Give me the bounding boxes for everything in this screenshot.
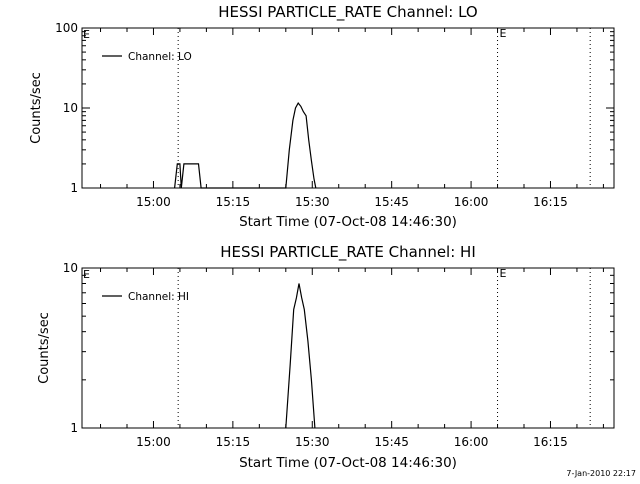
chart-1-x-tick-label: 15:45	[374, 195, 409, 209]
chart-2-y-axis-label: Counts/sec	[37, 312, 52, 384]
chart-1-legend-entry: Channel: LO	[128, 51, 192, 63]
chart-2-series-line-1	[285, 283, 316, 429]
chart-2-x-axis-label: Start Time (07-Oct-08 14:46:30)	[239, 455, 457, 471]
footer-timestamp: 7-Jan-2010 22:17	[566, 469, 636, 478]
chart-1-y-tick-label: 10	[63, 101, 78, 115]
chart-2-x-tick-label: 15:30	[295, 435, 330, 449]
chart-1-title: HESSI PARTICLE_RATE Channel: LO	[218, 3, 477, 22]
chart-2-left-flag: E	[83, 268, 90, 281]
chart-2-y-tick-label: 10	[63, 261, 78, 275]
chart-1-x-tick-label: 16:15	[533, 195, 568, 209]
chart-1-marker-flag: E	[500, 27, 507, 40]
chart-2-x-tick-label: 15:45	[374, 435, 409, 449]
chart-1-y-axis-label: Counts/sec	[29, 72, 44, 144]
chart-1-x-tick-label: 16:00	[454, 195, 489, 209]
chart-2-x-tick-label: 15:15	[216, 435, 251, 449]
chart-1-y-tick-label: 1	[70, 181, 78, 195]
chart-1-x-tick-label: 15:15	[216, 195, 251, 209]
chart-1-x-tick-label: 15:00	[136, 195, 171, 209]
chart-1-series-line-1	[174, 102, 317, 189]
chart-2-legend-entry: Channel: HI	[128, 291, 189, 303]
chart-2-x-tick-label: 15:00	[136, 435, 171, 449]
chart-2-title: HESSI PARTICLE_RATE Channel: HI	[220, 243, 476, 262]
chart-2-x-tick-label: 16:15	[533, 435, 568, 449]
chart-2-plot-frame	[81, 267, 615, 429]
chart-1-x-tick-label: 15:30	[295, 195, 330, 209]
chart-1-left-flag: E	[83, 28, 90, 41]
chart-2-x-tick-label: 16:00	[454, 435, 489, 449]
chart-1-x-axis-label: Start Time (07-Oct-08 14:46:30)	[239, 214, 457, 230]
chart-1-y-tick-label: 100	[55, 21, 78, 35]
chart-2-marker-flag: E	[500, 267, 507, 280]
chart-2-y-tick-label: 1	[70, 421, 78, 435]
